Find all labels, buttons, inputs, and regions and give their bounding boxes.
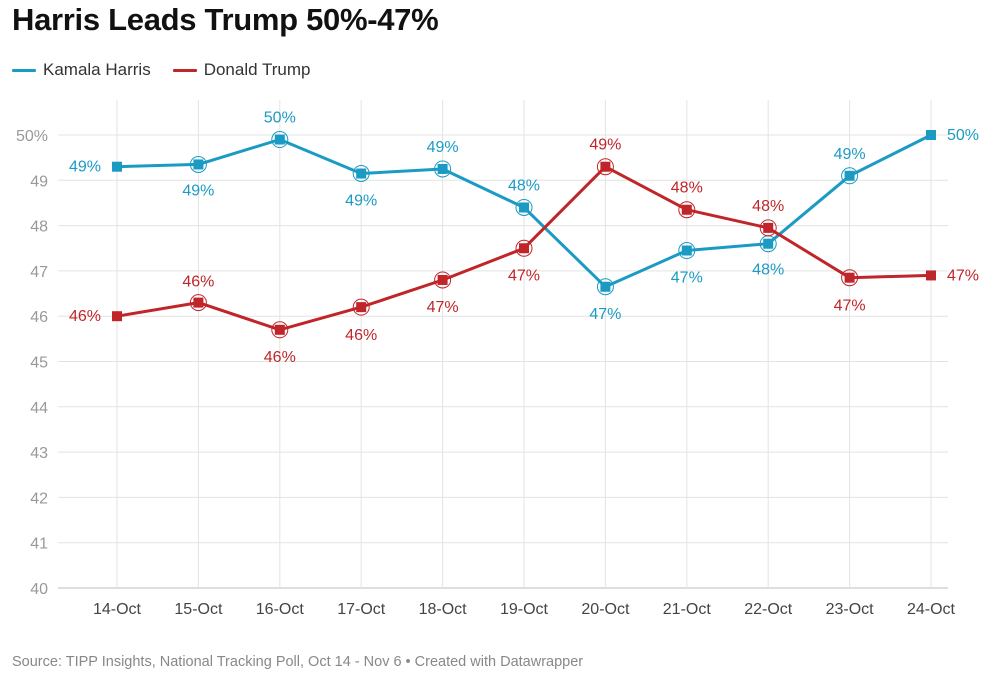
y-tick-label: 42 <box>30 490 48 507</box>
data-point-harris <box>274 134 285 145</box>
data-point-harris <box>193 159 204 170</box>
x-tick-label: 23-Oct <box>826 601 875 618</box>
x-tick-label: 15-Oct <box>174 601 223 618</box>
data-point-harris <box>356 168 367 179</box>
data-label-harris: 49% <box>834 146 866 163</box>
data-label-trump: 48% <box>752 198 784 215</box>
data-label-trump: 48% <box>671 180 703 197</box>
x-tick-label: 17-Oct <box>337 601 386 618</box>
y-tick-label: 46 <box>30 309 48 326</box>
data-label-harris: 49% <box>345 193 377 210</box>
x-tick-label: 20-Oct <box>581 601 630 618</box>
point-ring-harris <box>434 160 452 178</box>
data-label-trump: 47% <box>427 299 459 316</box>
data-point-harris <box>681 245 692 256</box>
data-label-trump: 49% <box>589 137 621 154</box>
point-ring-trump <box>434 271 452 289</box>
point-ring-harris <box>596 278 614 296</box>
data-label-layer: 49% 49% 50% 49% 49% 48% 47% 47% 48% 49% 50% 46% 46% 4… <box>69 110 979 366</box>
point-ring-harris <box>678 242 696 260</box>
data-point-harris <box>844 170 855 181</box>
data-point-harris <box>112 161 122 172</box>
x-tick-label: 21-Oct <box>663 601 712 618</box>
data-point-harris <box>437 163 448 174</box>
point-ring-harris <box>352 165 370 183</box>
data-label-harris: 49% <box>69 159 101 176</box>
data-label-harris: 49% <box>427 139 459 156</box>
data-point-trump <box>356 302 367 313</box>
point-ring-trump <box>189 294 207 312</box>
data-label-trump: 46% <box>182 274 214 291</box>
point-ring-trump <box>596 158 614 176</box>
y-tick-label: 44 <box>30 400 48 417</box>
data-label-harris: 47% <box>671 270 703 287</box>
data-label-trump: 46% <box>264 349 296 366</box>
point-ring-harris <box>189 155 207 173</box>
point-ring-harris <box>271 131 289 149</box>
data-label-trump: 47% <box>834 298 866 315</box>
data-point-trump <box>681 204 692 215</box>
x-tick-label: 24-Oct <box>907 601 956 618</box>
data-label-harris: 48% <box>752 262 784 279</box>
data-point-trump <box>600 161 611 172</box>
y-tick-label: 41 <box>30 536 48 553</box>
chart-title: Harris Leads Trump 50%-47% <box>12 2 439 37</box>
source-note: Source: TIPP Insights, National Tracking… <box>12 654 584 670</box>
data-point-trump <box>926 270 936 281</box>
point-ring-trump <box>515 239 533 257</box>
legend-swatch-trump <box>172 68 197 72</box>
legend: Kamala Harris Donald Trump <box>12 60 310 80</box>
x-tick-label: 19-Oct <box>500 601 549 618</box>
data-point-trump <box>112 311 122 322</box>
data-label-harris: 48% <box>508 177 540 194</box>
data-point-trump <box>844 272 855 283</box>
data-point-harris <box>763 238 774 249</box>
legend-item-trump: Donald Trump <box>172 60 311 80</box>
y-tick-label: 50% <box>16 128 48 145</box>
data-label-harris: 50% <box>947 127 979 144</box>
grid-layer <box>58 100 948 589</box>
data-label-harris: 49% <box>182 182 214 199</box>
x-tick-label: 18-Oct <box>419 601 468 618</box>
data-point-harris <box>600 281 611 292</box>
point-ring-trump <box>759 219 777 237</box>
legend-swatch-harris <box>12 68 36 72</box>
data-point-trump <box>437 274 448 285</box>
x-tick-label: 16-Oct <box>256 601 305 618</box>
data-point-harris <box>926 130 936 140</box>
point-ring-harris <box>841 167 859 185</box>
data-label-harris: 50% <box>264 110 296 127</box>
y-tick-label: 40 <box>30 581 48 598</box>
data-label-trump: 47% <box>508 267 540 284</box>
axis-layer: 50% 49 48 47 46 45 44 43 42 41 40 14-Oct 15-Oct 16-Oc… <box>16 128 956 618</box>
x-tick-label: 14-Oct <box>93 601 142 618</box>
series-layer <box>112 130 936 339</box>
legend-label-trump: Donald Trump <box>203 60 311 79</box>
data-point-trump <box>193 297 204 308</box>
y-tick-label: 49 <box>30 173 48 190</box>
data-point-harris <box>519 202 529 213</box>
legend-label-harris: Kamala Harris <box>43 60 151 79</box>
data-label-trump: 46% <box>69 308 101 325</box>
data-point-trump <box>763 222 774 233</box>
data-point-trump <box>519 243 529 254</box>
data-label-harris: 47% <box>589 306 621 323</box>
data-point-trump <box>274 324 285 335</box>
y-tick-label: 47 <box>30 264 48 281</box>
point-ring-harris <box>515 198 533 216</box>
x-tick-label: 22-Oct <box>744 601 793 618</box>
point-ring-trump <box>271 321 289 339</box>
data-label-trump: 46% <box>345 327 377 344</box>
y-tick-label: 48 <box>30 219 48 236</box>
y-tick-label: 45 <box>30 355 48 372</box>
point-ring-trump <box>678 201 696 219</box>
y-tick-label: 43 <box>30 445 48 462</box>
legend-item-harris: Kamala Harris <box>12 60 151 80</box>
point-ring-trump <box>352 298 370 316</box>
point-ring-trump <box>841 269 859 287</box>
data-label-trump: 47% <box>947 267 979 284</box>
